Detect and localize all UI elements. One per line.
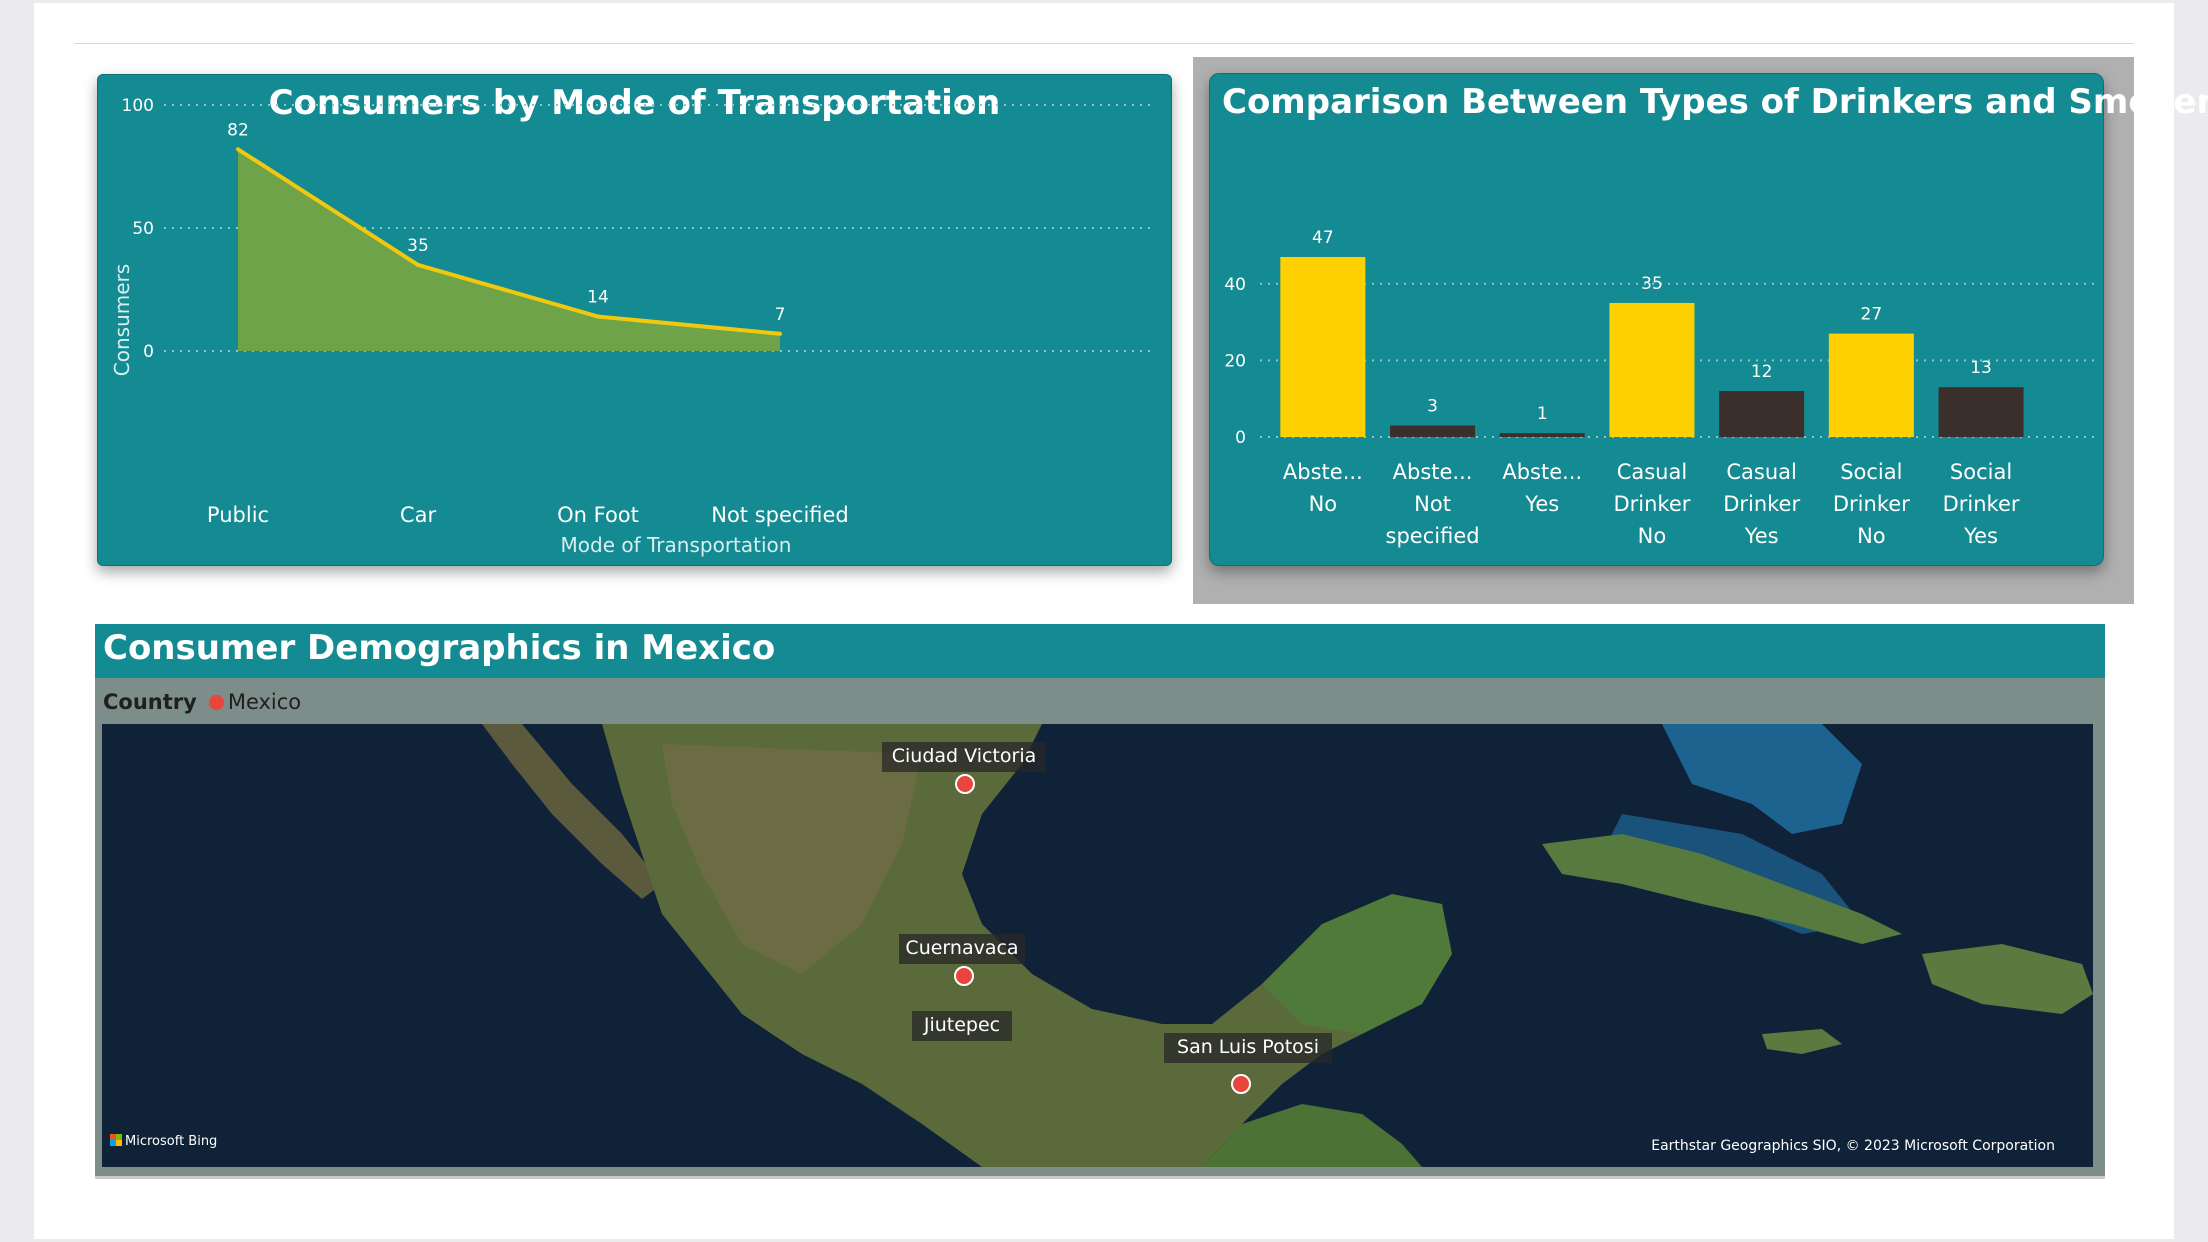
satellite-map[interactable]: Ciudad Victoria Cuernavaca Jiutepec San … xyxy=(102,724,2093,1167)
x-tick-label: Casual xyxy=(1726,460,1797,484)
x-tick-label: Yes xyxy=(1744,524,1779,548)
data-label: 27 xyxy=(1861,305,1883,325)
area-fill xyxy=(238,149,780,351)
marker-ciudad-victoria[interactable] xyxy=(955,774,975,794)
legend-title: Country xyxy=(103,690,197,714)
central-america-land xyxy=(1202,1104,1422,1167)
y-tick-label: 0 xyxy=(1235,428,1246,448)
x-tick-label: Social xyxy=(1950,460,2012,484)
bar xyxy=(1719,391,1805,437)
jamaica-land xyxy=(1762,1029,1842,1054)
legend-item-mexico[interactable]: Mexico xyxy=(227,690,302,714)
x-tick-label: Yes xyxy=(1963,524,1998,548)
legend-dot-icon xyxy=(208,695,224,710)
data-point xyxy=(416,262,420,267)
data-label: 12 xyxy=(1751,362,1773,382)
drinkers-chart-card[interactable]: Comparison Between Types of Drinkers and… xyxy=(1209,73,2208,566)
x-tick-label: Casual xyxy=(1617,460,1688,484)
drinkers-bar-chart[interactable]: 40 20 0 47 Abste... No 3 Abste... Not specified 1 A… xyxy=(1210,74,2103,565)
cuba-land xyxy=(1542,834,1902,944)
y-tick-label: 50 xyxy=(132,219,154,239)
marker-label-box-2 xyxy=(912,1011,1012,1041)
x-tick-label: Abste... xyxy=(1283,460,1363,484)
windows-logo-icon xyxy=(110,1134,122,1146)
y-axis-title: Consumers xyxy=(110,264,134,376)
bar xyxy=(1609,302,1695,437)
x-tick-label: Drinker xyxy=(1723,492,1800,516)
x-tick-label: Drinker xyxy=(1943,492,2020,516)
x-tick-label: Abste... xyxy=(1502,460,1582,484)
x-tick-label: Abste... xyxy=(1393,460,1473,484)
marker-label-cuernavaca: Cuernavaca xyxy=(905,937,1019,959)
data-label: 47 xyxy=(1312,228,1334,248)
bing-logo: Microsoft Bing xyxy=(110,1134,217,1149)
x-tick-label: No xyxy=(1857,524,1886,548)
x-tick-label: Drinker xyxy=(1833,492,1910,516)
x-tick-label: Public xyxy=(207,503,269,527)
transport-area-chart[interactable]: 100 50 0 82 Public 35 Car 14 On Foot 7 Not specifi… xyxy=(98,75,1171,565)
map-card[interactable]: Consumer Demographics in Mexico Country M… xyxy=(95,624,2105,1176)
y-tick-label: 100 xyxy=(122,96,154,116)
data-label: 13 xyxy=(1970,358,1992,378)
x-tick-label: On Foot xyxy=(557,503,639,527)
x-tick-label: Car xyxy=(400,503,437,527)
data-label: 1 xyxy=(1537,404,1548,424)
page-divider xyxy=(74,43,2134,44)
data-label: 14 xyxy=(587,288,609,308)
mexico-highlands-texture xyxy=(662,744,922,974)
bar xyxy=(1499,433,1585,437)
marker-label-jiutepec: Jiutepec xyxy=(923,1014,1001,1036)
marker-label-box-1 xyxy=(899,934,1025,964)
transport-chart-title: Consumers by Mode of Transportation xyxy=(268,83,1001,123)
map-bottom-strip xyxy=(95,1176,2105,1179)
x-tick-label: Drinker xyxy=(1613,492,1690,516)
bar xyxy=(1390,425,1476,437)
hispaniola-land xyxy=(1922,944,2093,1014)
x-tick-label: Not xyxy=(1414,492,1451,516)
map-header: Consumer Demographics in Mexico xyxy=(95,624,2105,678)
shallow-water-bahamas xyxy=(1662,724,1862,834)
marker-san-luis-potosi[interactable] xyxy=(1231,1074,1251,1094)
data-point xyxy=(778,331,782,336)
data-point xyxy=(236,147,240,152)
x-tick-label: Social xyxy=(1840,460,1902,484)
data-label: 82 xyxy=(227,120,249,140)
bar xyxy=(1938,387,2024,437)
marker-label-san-luis-potosi: San Luis Potosi xyxy=(1177,1036,1319,1058)
marker-cuernavaca[interactable] xyxy=(954,966,974,986)
y-tick-label: 20 xyxy=(1224,351,1246,371)
drinkers-chart-title: Comparison Between Types of Drinkers and… xyxy=(1222,82,2208,122)
marker-label-box-3 xyxy=(1164,1033,1332,1063)
x-tick-label: specified xyxy=(1386,524,1480,548)
marker-label-ciudad-victoria: Ciudad Victoria xyxy=(891,745,1037,767)
bar xyxy=(1828,333,1914,437)
x-tick-label: Not specified xyxy=(711,503,849,527)
yucatan-peninsula-land xyxy=(1262,894,1452,1034)
bar xyxy=(1280,256,1366,437)
map-title: Consumer Demographics in Mexico xyxy=(103,628,776,668)
transport-chart-card[interactable]: Consumers by Mode of Transportation 100 5… xyxy=(97,74,1172,566)
x-tick-label: No xyxy=(1638,524,1667,548)
map-legend[interactable]: Country Mexico xyxy=(103,690,301,714)
data-point xyxy=(596,314,600,319)
marker-label-box-0 xyxy=(882,742,1046,772)
y-tick-label: 0 xyxy=(143,342,154,362)
series-line xyxy=(236,147,781,336)
baja-california-land xyxy=(482,724,662,899)
y-tick-label: 40 xyxy=(1224,275,1246,295)
x-axis-title: Mode of Transportation xyxy=(561,533,792,557)
x-tick-label: No xyxy=(1309,492,1338,516)
data-label: 35 xyxy=(1641,274,1663,294)
data-label: 3 xyxy=(1427,397,1438,417)
data-label: 7 xyxy=(775,305,786,325)
x-tick-label: Yes xyxy=(1524,492,1559,516)
data-label: 35 xyxy=(407,236,429,256)
map-copyright: Earthstar Geographics SIO, © 2023 Micros… xyxy=(1651,1138,2055,1154)
